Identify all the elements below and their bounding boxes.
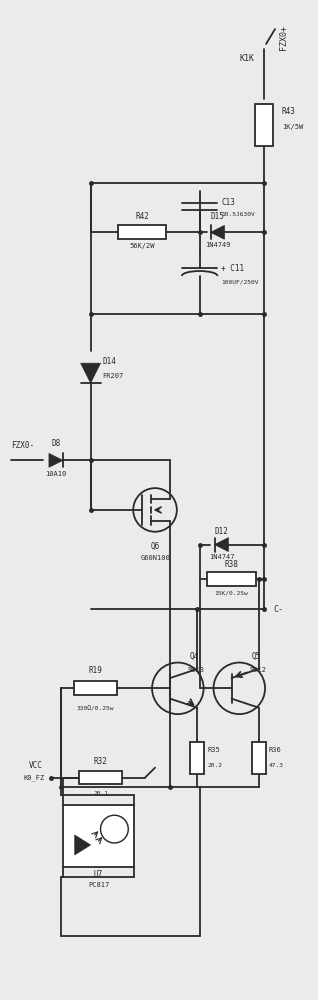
Text: R43: R43 (282, 107, 296, 116)
Text: 20.1: 20.1 (93, 791, 108, 796)
Text: 20.2: 20.2 (207, 763, 222, 768)
Text: D15: D15 (211, 212, 225, 221)
Text: D14: D14 (102, 357, 116, 366)
Text: VCC: VCC (29, 761, 43, 770)
Text: 100UF/250V: 100UF/250V (221, 279, 259, 284)
Text: 330Ω/0.25w: 330Ω/0.25w (77, 705, 114, 711)
Text: 1N4747: 1N4747 (209, 554, 234, 560)
Bar (207, 572, 256, 586)
Text: Q4: Q4 (190, 652, 199, 661)
Text: 56K/2W: 56K/2W (129, 243, 155, 249)
Text: 9013: 9013 (188, 667, 205, 673)
Bar (190, 742, 204, 774)
Text: K0_FZ: K0_FZ (23, 774, 45, 781)
Text: FR207: FR207 (102, 373, 124, 379)
Text: PC817: PC817 (88, 882, 109, 888)
Text: 1K/5W: 1K/5W (282, 124, 303, 130)
Text: 15K/0.25w: 15K/0.25w (214, 591, 248, 596)
Text: Q6: Q6 (150, 542, 160, 551)
Text: D8: D8 (51, 439, 60, 448)
Bar (74, 681, 117, 695)
Text: 47.3: 47.3 (268, 763, 284, 768)
Text: G60N100: G60N100 (140, 555, 170, 561)
Text: R32: R32 (93, 757, 107, 766)
Text: 10.5J630V: 10.5J630V (221, 212, 255, 217)
Text: C-: C- (273, 605, 283, 614)
Text: K1K: K1K (240, 54, 255, 63)
Text: 10A10: 10A10 (45, 471, 66, 477)
Bar (79, 771, 122, 784)
Polygon shape (81, 363, 100, 383)
Text: R35: R35 (207, 747, 220, 753)
Bar (252, 742, 266, 774)
Text: D12: D12 (215, 527, 228, 536)
Text: R36: R36 (268, 747, 281, 753)
Text: FZX0-: FZX0- (11, 441, 34, 450)
Text: FZX0+: FZX0+ (280, 25, 288, 50)
Text: U7: U7 (94, 870, 103, 879)
Polygon shape (49, 453, 63, 467)
Text: R42: R42 (135, 212, 149, 221)
Polygon shape (215, 538, 228, 552)
Text: Q5: Q5 (251, 652, 260, 661)
Bar (63, 805, 134, 867)
Text: R19: R19 (89, 666, 102, 675)
Text: + C11: + C11 (221, 264, 245, 273)
Bar (255, 104, 273, 146)
Bar (118, 225, 166, 239)
Polygon shape (211, 225, 225, 239)
Polygon shape (75, 835, 91, 855)
Text: R38: R38 (225, 560, 238, 569)
Text: 1N4749: 1N4749 (205, 242, 230, 248)
Text: 9012: 9012 (249, 667, 266, 673)
Text: C13: C13 (221, 198, 235, 207)
